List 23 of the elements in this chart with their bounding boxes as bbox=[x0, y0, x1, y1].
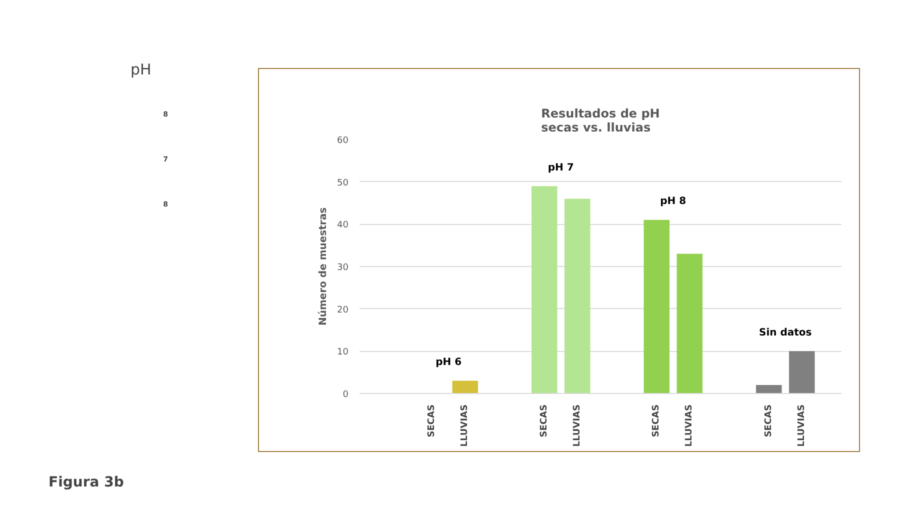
y-tick-label: 60 bbox=[337, 136, 349, 146]
x-tick-label: LLUVIAS bbox=[684, 404, 695, 447]
chart-title: Resultados de pH secas vs. lluvias bbox=[541, 106, 660, 134]
y-tick-label: 30 bbox=[337, 263, 349, 273]
x-tick-label: LLUVIAS bbox=[460, 404, 470, 447]
y-tick-label: 20 bbox=[337, 305, 349, 316]
text: Figura 3b bbox=[48, 474, 124, 490]
annotation: pH 6 bbox=[436, 357, 462, 368]
x-tick-label: SECAS bbox=[427, 404, 438, 438]
y-tick-label: 50 bbox=[337, 178, 349, 188]
x-tick-label: SECAS bbox=[652, 404, 662, 438]
y-tick-label: 0 bbox=[342, 390, 349, 400]
x-tick-label: LLUVIAS bbox=[572, 404, 582, 447]
text: pH bbox=[130, 60, 152, 78]
y-tick-label: 40 bbox=[337, 220, 349, 231]
y-axis-title: Número de muestras bbox=[318, 207, 330, 326]
annotation: pH 7 bbox=[548, 162, 574, 174]
x-tick-label: SECAS bbox=[764, 404, 774, 438]
x-tick-label: SECAS bbox=[539, 404, 550, 438]
annotation: pH 8 bbox=[660, 196, 686, 208]
y-tick-label: 10 bbox=[337, 348, 349, 358]
x-tick-label: LLUVIAS bbox=[796, 404, 807, 447]
annotation: Sin datos bbox=[759, 327, 812, 338]
